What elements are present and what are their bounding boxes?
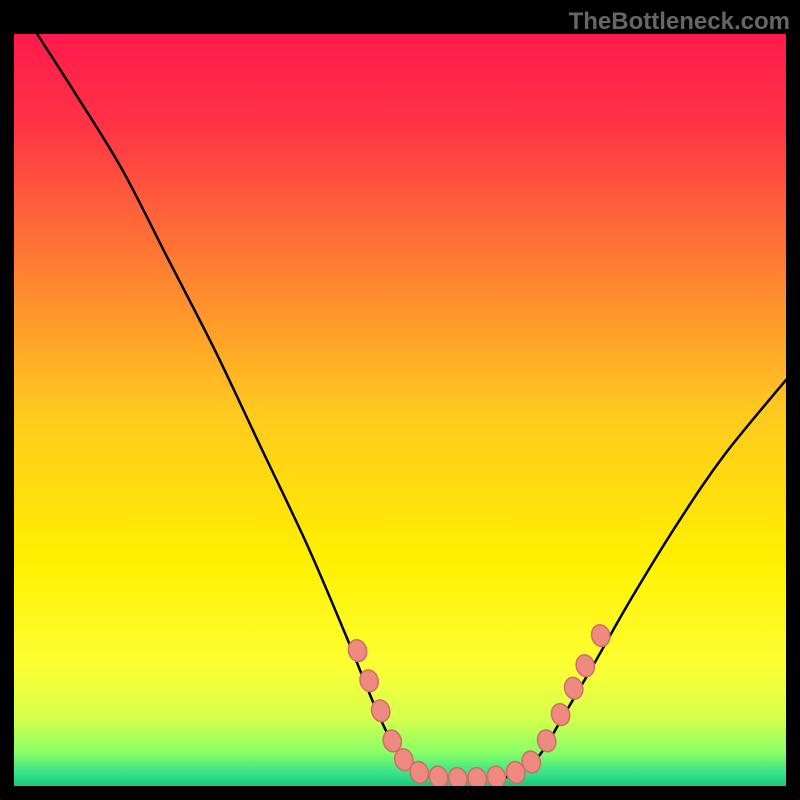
watermark-text: TheBottleneck.com: [569, 8, 790, 36]
plot-area: [14, 34, 786, 786]
gradient-background: [14, 34, 786, 786]
chart-container: TheBottleneck.com: [0, 0, 800, 800]
